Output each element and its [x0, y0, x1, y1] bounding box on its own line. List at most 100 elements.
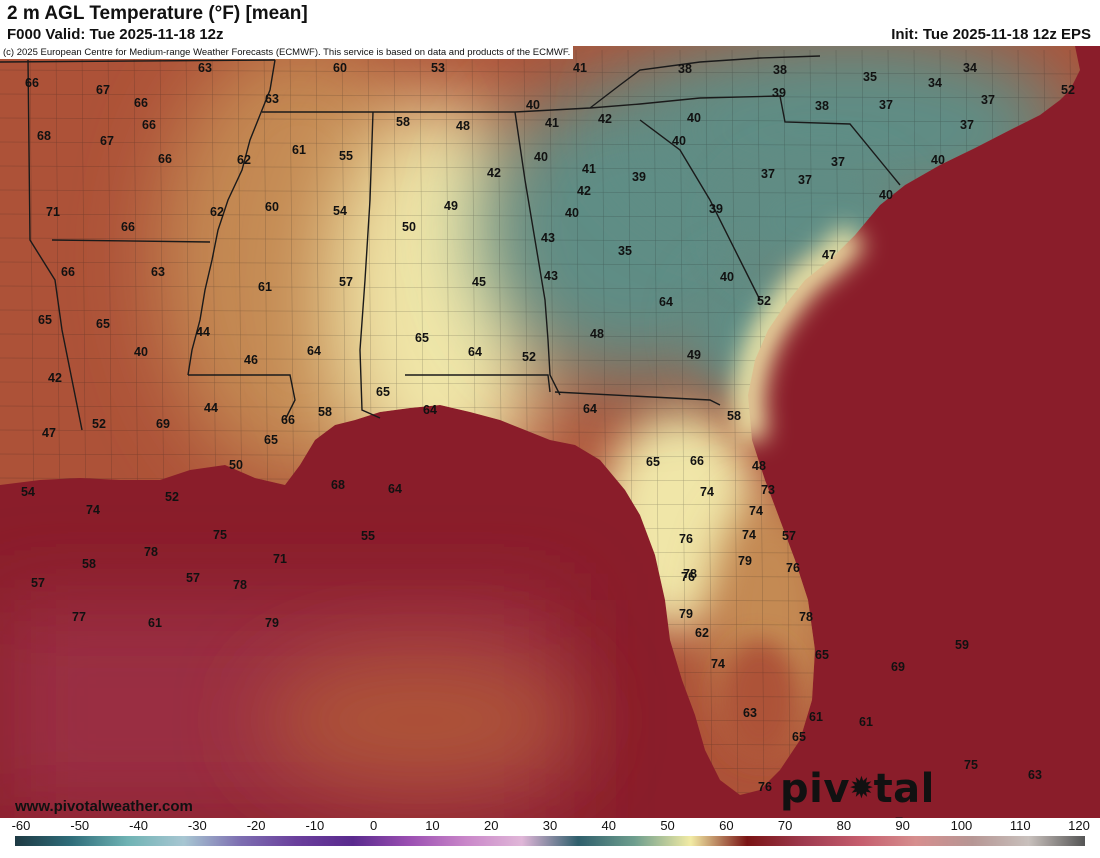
temperature-label: 65: [415, 331, 429, 345]
temperature-label: 37: [798, 173, 812, 187]
colorbar-tick-label: 60: [719, 818, 734, 833]
temperature-label: 79: [679, 607, 693, 621]
temperature-label: 79: [738, 554, 752, 568]
temperature-label: 40: [931, 153, 945, 167]
temperature-label: 76: [786, 561, 800, 575]
temperature-label: 43: [544, 269, 558, 283]
temperature-label: 69: [891, 660, 905, 674]
temperature-label: 74: [742, 528, 756, 542]
temperature-label: 66: [121, 220, 135, 234]
temperature-label: 57: [31, 576, 45, 590]
temperature-label: 61: [292, 143, 306, 157]
colorbar-gradient: [15, 836, 1085, 846]
temperature-label: 37: [960, 118, 974, 132]
temperature-label: 40: [134, 345, 148, 359]
temperature-label: 74: [86, 503, 100, 517]
temperature-label: 53: [431, 61, 445, 75]
map-canvas: 63 60 53 41 38 38 35 34 66 67 66 66 63 40 39 38 37 34 37 52…: [0, 46, 1100, 818]
temperature-label: 66: [142, 118, 156, 132]
temperature-label: 65: [38, 313, 52, 327]
temperature-label: 64: [583, 402, 597, 416]
temperature-label: 38: [678, 62, 692, 76]
temperature-label: 66: [281, 413, 295, 427]
temperature-label: 63: [151, 265, 165, 279]
temperature-label: 68: [37, 129, 51, 143]
temperature-label: 66: [690, 454, 704, 468]
temperature-label: 44: [196, 325, 210, 339]
temperature-label: 38: [773, 63, 787, 77]
temperature-label: 47: [822, 248, 836, 262]
temperature-label: 76: [758, 780, 772, 794]
temperature-map[interactable]: 63 60 53 41 38 38 35 34 66 67 66 66 63 40 39 38 37 34 37 52…: [0, 46, 1100, 818]
temperature-label: 71: [273, 552, 287, 566]
temperature-label: 45: [472, 275, 486, 289]
colorbar-tick-label: 100: [950, 818, 973, 833]
temperature-label: 65: [376, 385, 390, 399]
temperature-label: 78: [144, 545, 158, 559]
temperature-label: 40: [672, 134, 686, 148]
colorbar-tick-label: -10: [305, 818, 325, 833]
temperature-label: 74: [749, 504, 763, 518]
temperature-label: 64: [659, 295, 673, 309]
copyright-notice: (c) 2025 European Centre for Medium-rang…: [0, 46, 574, 59]
colorbar-tick-label: 50: [660, 818, 675, 833]
temperature-label: 62: [210, 205, 224, 219]
temperature-label: 37: [879, 98, 893, 112]
temperature-label: 48: [456, 119, 470, 133]
temperature-label: 37: [981, 93, 995, 107]
temperature-label: 69: [156, 417, 170, 431]
temperature-label: 65: [792, 730, 806, 744]
colorbar-tick-label: -60: [11, 818, 31, 833]
website-url[interactable]: www.pivotalweather.com: [15, 798, 193, 815]
gear-logo-icon: ✹: [848, 771, 875, 806]
colorbar-tick-label: -50: [70, 818, 90, 833]
colorbar: -60 -50 -40 -30 -20 -10 0 10 20 30 40 50 60 70 80 90 100…: [0, 818, 1100, 850]
temperature-label: 74: [700, 485, 714, 499]
colorbar-tick-label: 110: [1009, 818, 1031, 833]
temperature-label: 61: [859, 715, 873, 729]
temperature-label: 48: [590, 327, 604, 341]
temperature-label: 60: [333, 61, 347, 75]
temperature-label: 73: [761, 483, 775, 497]
temperature-label: 68: [331, 478, 345, 492]
temperature-label: 67: [100, 134, 114, 148]
colorbar-tick-label: -40: [129, 818, 148, 833]
temperature-label: 49: [687, 348, 701, 362]
temperature-label: 63: [198, 61, 212, 75]
init-time: Init: Tue 2025-11-18 12z EPS: [891, 26, 1091, 43]
colorbar-tick-label: 30: [542, 818, 558, 833]
colorbar-tick-label: 80: [836, 818, 852, 833]
state-borders: [0, 55, 901, 431]
temperature-label: 57: [782, 529, 796, 543]
temperature-label: 34: [963, 61, 977, 75]
temperature-label: 64: [423, 403, 437, 417]
temperature-label: 42: [598, 112, 612, 126]
temperature-label: 62: [695, 626, 709, 640]
valid-time: F000 Valid: Tue 2025-11-18 12z: [7, 26, 224, 43]
temperature-label: 39: [772, 86, 786, 100]
temperature-label: 61: [148, 616, 162, 630]
temperature-labels: 63 60 53 41 38 38 35 34 66 67 66 66 63 40 39 38 37 34 37 52…: [21, 61, 1075, 794]
temperature-label: 52: [1061, 83, 1075, 97]
temperature-label: 64: [388, 482, 402, 496]
temperature-label: 39: [632, 170, 646, 184]
map-title: 2 m AGL Temperature (°F) [mean]: [7, 3, 308, 24]
temperature-label: 40: [720, 270, 734, 284]
temperature-label: 35: [863, 70, 877, 84]
temperature-label: 59: [955, 638, 969, 652]
temperature-label: 50: [229, 458, 243, 472]
temperature-label: 58: [727, 409, 741, 423]
temperature-label: 40: [526, 98, 540, 112]
temperature-label: 66: [134, 96, 148, 110]
temperature-label: 42: [577, 184, 591, 198]
temperature-label: 40: [565, 206, 579, 220]
temperature-label: 34: [928, 76, 942, 90]
temperature-label: 43: [541, 231, 555, 245]
temperature-label: 61: [809, 710, 823, 724]
temperature-label: 65: [815, 648, 829, 662]
colorbar-tick-label: 70: [777, 818, 793, 833]
temperature-label: 52: [522, 350, 536, 364]
map-header: 2 m AGL Temperature (°F) [mean] F000 Val…: [0, 0, 1100, 46]
temperature-label: 55: [339, 149, 353, 163]
temperature-label: 78: [233, 578, 247, 592]
